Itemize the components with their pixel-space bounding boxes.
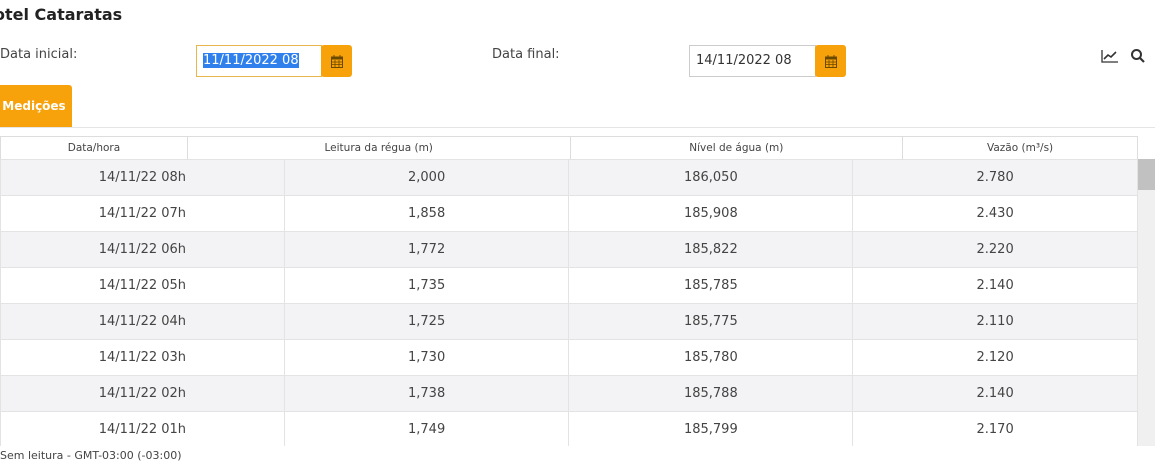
table-cell: 14/11/22 07h xyxy=(0,195,285,232)
table-cell: 185,788 xyxy=(568,375,854,412)
measurements-table-body: 14/11/22 08h 2,000 186,050 2.780 14/11/22 07… xyxy=(0,159,1138,446)
end-date-input[interactable]: 14/11/2022 08 xyxy=(689,45,816,77)
table-cell: 1,738 xyxy=(283,375,570,412)
table-cell: 185,908 xyxy=(568,195,854,232)
start-date-value: 11/11/2022 08 xyxy=(203,53,299,68)
table-row[interactable]: 14/11/22 03h 1,730 185,780 2.120 xyxy=(0,339,1138,376)
table-cell: 1,730 xyxy=(283,339,570,376)
calendar-icon xyxy=(824,54,837,68)
table-cell: 14/11/22 06h xyxy=(0,231,285,268)
table-cell: 1,772 xyxy=(283,231,570,268)
table-cell: 185,822 xyxy=(568,231,854,268)
table-row[interactable]: 14/11/22 02h 1,738 185,788 2.140 xyxy=(0,375,1138,412)
table-cell: 14/11/22 08h xyxy=(0,159,285,196)
search-icon[interactable] xyxy=(1129,47,1147,65)
table-cell: 185,780 xyxy=(568,339,854,376)
column-header-flow[interactable]: Vazão (m³/s) xyxy=(902,136,1138,160)
scrollbar-thumb[interactable] xyxy=(1138,159,1155,190)
line-chart-icon[interactable] xyxy=(1101,47,1119,65)
table-cell: 2.120 xyxy=(852,339,1138,376)
table-row[interactable]: 14/11/22 08h 2,000 186,050 2.780 xyxy=(0,159,1138,196)
start-calendar-button[interactable] xyxy=(321,45,352,77)
table-row[interactable]: 14/11/22 05h 1,735 185,785 2.140 xyxy=(0,267,1138,304)
table-cell: 14/11/22 03h xyxy=(0,339,285,376)
table-cell: 1,858 xyxy=(283,195,570,232)
table-cell: 1,735 xyxy=(283,267,570,304)
tab-medicoes[interactable]: Medições xyxy=(0,85,72,127)
start-date-label: Data inicial: xyxy=(0,47,78,62)
table-cell: 2.220 xyxy=(852,231,1138,268)
calendar-icon xyxy=(330,54,343,68)
table-cell: 185,799 xyxy=(568,411,854,446)
start-date-input[interactable]: 11/11/2022 08 xyxy=(196,45,322,77)
tab-divider xyxy=(0,127,1155,128)
page-title: otel Cataratas xyxy=(0,5,123,24)
table-cell: 2.170 xyxy=(852,411,1138,446)
table-cell: 186,050 xyxy=(568,159,854,196)
table-scrollbar[interactable] xyxy=(1138,159,1155,446)
table-row[interactable]: 14/11/22 01h 1,749 185,799 2.170 xyxy=(0,411,1138,446)
table-cell: 2.140 xyxy=(852,375,1138,412)
table-row[interactable]: 14/11/22 07h 1,858 185,908 2.430 xyxy=(0,195,1138,232)
measurements-table: Data/hora Leitura da régua (m) Nível de … xyxy=(0,136,1138,160)
column-header-water-level[interactable]: Nível de água (m) xyxy=(569,136,904,160)
table-row[interactable]: 14/11/22 04h 1,725 185,775 2.110 xyxy=(0,303,1138,340)
table-cell: 1,725 xyxy=(283,303,570,340)
table-row[interactable]: 14/11/22 06h 1,772 185,822 2.220 xyxy=(0,231,1138,268)
table-cell: 14/11/22 05h xyxy=(0,267,285,304)
column-header-gauge-reading[interactable]: Leitura da régua (m) xyxy=(186,136,571,160)
table-cell: 14/11/22 02h xyxy=(0,375,285,412)
table-cell: 185,775 xyxy=(568,303,854,340)
table-cell: 2.780 xyxy=(852,159,1138,196)
table-cell: 2.140 xyxy=(852,267,1138,304)
table-cell: 1,749 xyxy=(283,411,570,446)
end-calendar-button[interactable] xyxy=(815,45,846,77)
table-cell: 2.430 xyxy=(852,195,1138,232)
end-date-label: Data final: xyxy=(492,47,560,62)
table-cell: 14/11/22 04h xyxy=(0,303,285,340)
column-header-datetime[interactable]: Data/hora xyxy=(0,136,188,160)
footer-legend: Sem leitura - GMT-03:00 (-03:00) xyxy=(0,449,182,462)
table-cell: 2.110 xyxy=(852,303,1138,340)
table-cell: 185,785 xyxy=(568,267,854,304)
table-cell: 14/11/22 01h xyxy=(0,411,285,446)
table-cell: 2,000 xyxy=(283,159,570,196)
